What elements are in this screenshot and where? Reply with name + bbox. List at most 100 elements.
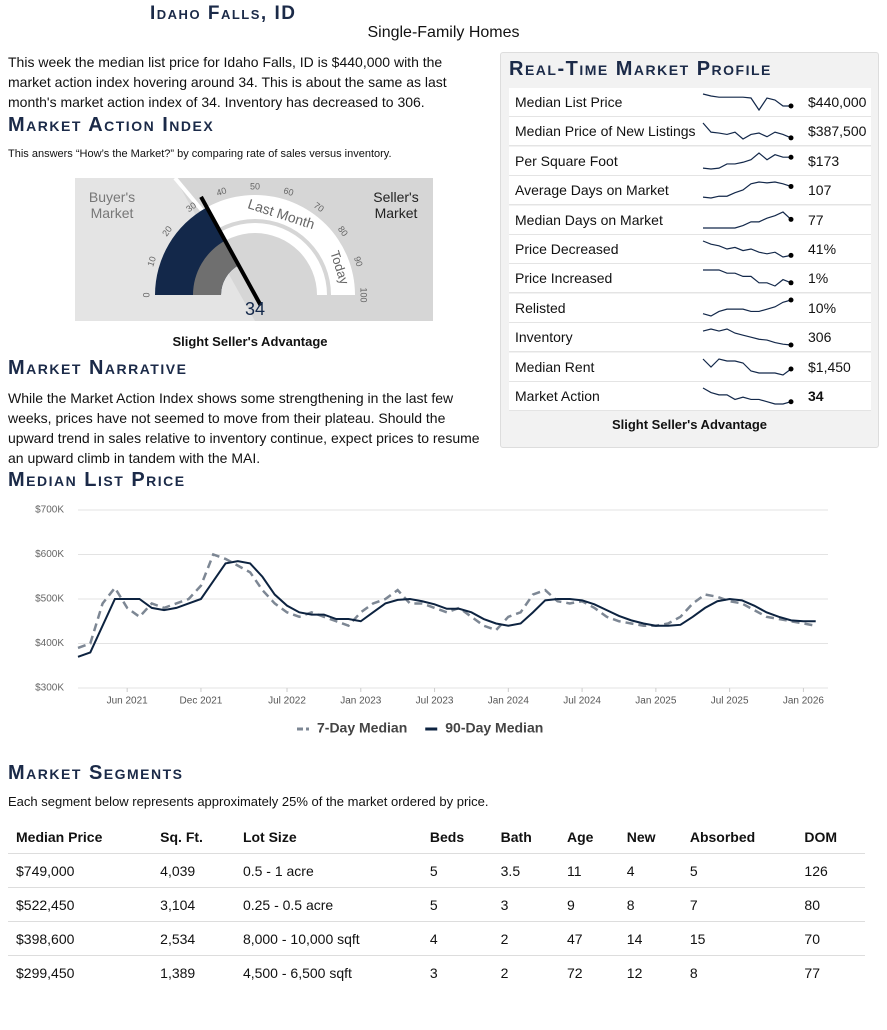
section-heading: Market Segments [8,762,184,784]
sparkline-dot [788,252,794,258]
profile-value: 34 [808,388,824,404]
profile-row: Median Rent $1,450 [509,352,871,382]
section-description: This answers “How’s the Market?” by comp… [8,148,392,160]
profile-value: $440,000 [808,94,867,110]
gauge-value: 34 [245,299,265,319]
profile-row: Average Days on Market 107 [509,176,871,206]
gauge-tick-label: 50 [250,181,260,191]
table-cell: 3,104 [152,887,235,922]
table-cell: 4,039 [152,853,235,888]
sparkline-line [703,269,792,288]
column-header: Age [567,828,594,845]
gauge-tick-label: 90 [352,255,365,268]
intro-text: This week the median list price for Idah… [8,54,447,110]
profile-value: 1% [808,270,829,287]
table-cell: 8 [681,955,797,989]
profile-value: $173 [808,152,840,169]
table-cell: 8 [618,887,682,922]
x-tick-label: Jan 2023 [340,696,382,707]
profile-value: 10% [808,299,837,316]
gauge-tick-label: 70 [312,200,326,214]
sparkline [702,328,794,348]
profile-row: Per Square Foot $173 [509,146,871,176]
y-tick-label: $700K [35,505,64,516]
profile-row: Inventory 306 [509,323,871,353]
profile-row: Median Days on Market 77 [509,205,871,235]
table-cell: 1,389 [152,955,235,989]
profile-label: Median Rent [515,358,595,375]
sparkline [703,210,794,229]
table-cell: 2 [492,921,559,956]
profile-label: Inventory [515,329,573,346]
segments-table: Median Price Sq. Ft. Lot Size Beds Bath Age Ne… [8,820,865,989]
sparkline-dot [788,342,794,348]
sparkline [702,93,794,112]
profile-label: Median Price of New Listings [515,123,696,140]
legend-label: 90-Day Median [445,720,543,736]
table-cell: 12 [618,955,682,989]
table-cell: 72 [559,955,619,989]
table-cell: 14 [618,921,682,956]
sparkline [702,357,794,376]
profile-label: Relisted [515,299,566,316]
gauge-tick-label: 100 [359,287,369,302]
sparkline-line [702,357,792,376]
table-header: Median Price Sq. Ft. Lot Size Beds Bath Age Ne… [8,820,865,854]
y-tick-label: $500K [35,594,64,605]
table-cell: 15 [681,921,797,956]
x-tick-label: Jan 2026 [783,696,825,707]
table-cell: 47 [559,921,619,956]
table-cell: 77 [796,955,865,989]
column-header: Beds [429,828,465,845]
profile-row: Market Action 34 [509,382,871,411]
profile-value: 306 [808,329,832,346]
gauge-tick-label: 20 [160,224,174,238]
sparkline [702,297,794,317]
table-cell: $749,000 [8,853,153,888]
column-header: Absorbed [689,828,756,845]
table-row: $299,450 1,389 4,500 - 6,500 sqft 3 2 72 12 8 77 [8,955,865,989]
sparkline [702,152,794,170]
sparkline-dot [788,184,794,190]
buyers-label: Buyer's Market [88,189,136,221]
table-cell: 5 [681,853,797,888]
profile-label: Price Decreased [515,241,619,257]
profile-caption: Slight Seller's Advantage [611,417,768,432]
sparkline [703,269,794,288]
table-cell: 4 [618,853,682,888]
page-title: Idaho Falls, ID [150,3,297,24]
profile-row: Median List Price $440,000 [509,88,871,117]
sparkline [702,387,794,405]
gauge-tick-label: 60 [282,185,295,198]
column-header: Lot Size [242,828,297,845]
sparkline [702,240,794,258]
sparkline-dot [788,216,794,222]
column-header: Bath [500,828,532,845]
table-cell: 3.5 [492,853,559,888]
sparkline-line [703,210,792,229]
y-tick-label: $400K [35,638,64,649]
table-cell: 11 [559,853,619,888]
table-cell: 3 [492,887,559,922]
profile-label: Market Action [515,388,600,404]
profile-heading: Real-Time Market Profile [509,58,772,80]
x-tick-label: Jul 2023 [416,696,454,707]
profile-value: 77 [808,211,824,228]
x-tick-label: Jul 2025 [711,696,749,707]
sparkline-dot [788,297,794,303]
series-line [77,552,816,650]
sparkline-line [702,299,792,317]
table-row: $398,600 2,534 8,000 - 10,000 sqft 4 2 47 14 15… [8,921,865,956]
profile-value: $1,450 [808,358,851,375]
profile-label: Price Increased [515,270,613,287]
sparkline-dot [788,103,794,109]
profile-row: Price Increased 1% [509,264,871,294]
table-cell: $398,600 [8,921,153,956]
table-cell: 8,000 - 10,000 sqft [234,921,422,956]
sparkline-line [702,328,792,346]
profile-row: Relisted 10% [509,293,871,323]
section-description: Each segment below represents approximat… [8,794,489,809]
profile-label: Median Days on Market [515,211,663,228]
legend-label: 7-Day Median [317,720,407,736]
column-header: New [626,828,656,845]
